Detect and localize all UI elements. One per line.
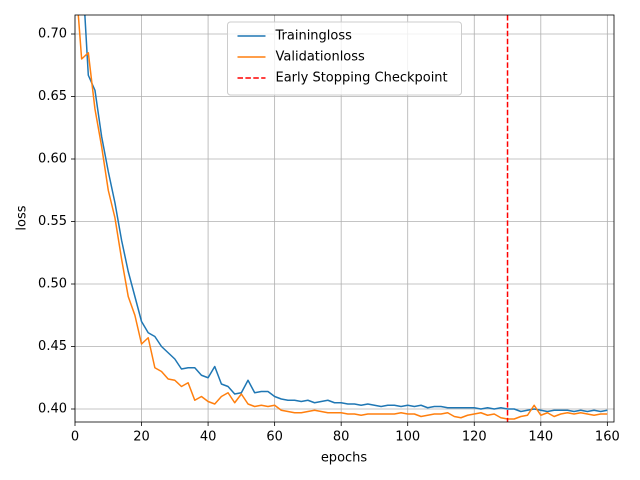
legend-label: Trainingloss [275,29,353,44]
legend-label: Validationloss [276,50,366,65]
y-tick-label: 0.70 [38,27,67,42]
grid [74,15,614,422]
y-tick-label: 0.60 [38,152,67,167]
y-tick-label: 0.45 [38,339,67,354]
series-line [77,15,608,420]
legend: Trainingloss Validationloss Early Stopping… [227,21,462,96]
x-tick-label: 120 [462,430,487,445]
x-axis-label: epochs [321,451,368,466]
y-tick-label: 0.65 [38,89,67,104]
x-tick-label: 160 [595,430,620,445]
axes-frame [74,14,615,423]
x-tick-label: 100 [395,430,420,445]
y-tick-label: 0.55 [38,214,67,229]
plot-area [77,15,608,422]
x-tick-label: 20 [133,430,150,445]
ticks: 0 20 40 60 80 100 120 140 160 0.40 0.45 0.50 0.55 0.6… [38,27,620,445]
series-line [84,15,608,413]
y-tick-label: 0.50 [38,277,67,292]
legend-label: Early Stopping Checkpoint [276,71,448,86]
x-tick-label: 60 [266,430,283,445]
x-tick-label: 40 [200,430,217,445]
x-tick-label: 140 [528,430,553,445]
y-tick-label: 0.40 [38,402,67,417]
x-tick-label: 80 [333,430,350,445]
y-axis-label: loss [15,205,30,230]
x-tick-label: 0 [71,430,79,445]
legend-box [227,21,462,96]
